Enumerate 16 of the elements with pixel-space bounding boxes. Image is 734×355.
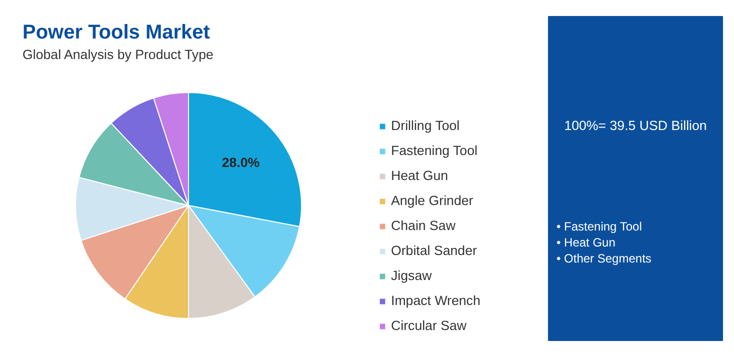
chart-title: Power Tools Market: [22, 22, 210, 44]
text: • Other Segments: [556, 252, 652, 266]
legend-label: Jigsaw: [391, 268, 432, 283]
legend-label: Angle Grinder: [391, 193, 474, 208]
legend-label: Fastening Tool: [391, 143, 478, 158]
legend-label: Drilling Tool: [391, 118, 460, 133]
legend-label: Circular Saw: [391, 318, 467, 333]
legend-label: Heat Gun: [391, 168, 448, 183]
text: • Fastening Tool: [556, 220, 642, 234]
chart-subtitle: Global Analysis by Product Type: [22, 47, 214, 62]
legend-label: Orbital Sander: [391, 243, 477, 258]
legend-label: Chain Saw: [391, 218, 456, 233]
data-label: 28.0%: [222, 154, 260, 170]
text: 100%= 39.5 USD Billion: [564, 118, 707, 133]
text: • Heat Gun: [556, 236, 616, 250]
legend-label: Impact Wrench: [391, 293, 480, 308]
